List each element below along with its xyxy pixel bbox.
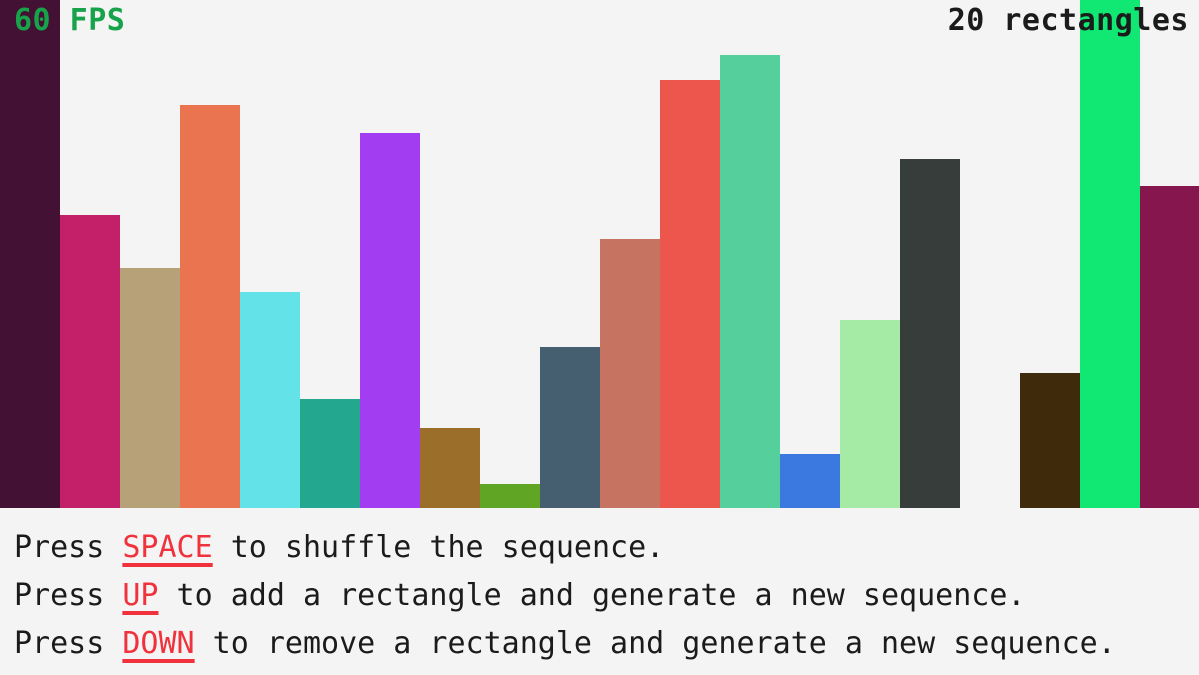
- instruction-line: Press UP to add a rectangle and generate…: [14, 572, 1199, 620]
- rectangle-canvas[interactable]: [0, 0, 1199, 508]
- rectangle-bar: [660, 80, 720, 508]
- instruction-suffix: to add a rectangle and generate a new se…: [158, 578, 1026, 613]
- rectangle-bar: [360, 133, 420, 508]
- rectangle-bar: [840, 320, 900, 508]
- instruction-suffix: to shuffle the sequence.: [212, 530, 665, 565]
- rectangle-count-label: 20 rectangles: [947, 3, 1189, 38]
- rectangle-bar: [540, 347, 600, 508]
- rectangle-bar: [420, 428, 480, 508]
- rectangle-bar: [720, 55, 780, 508]
- rectangle-bar: [300, 399, 360, 508]
- instruction-prefix: Press: [14, 530, 123, 565]
- rectangle-bar: [780, 454, 840, 508]
- rectangle-bar: [180, 105, 240, 508]
- key-space[interactable]: SPACE: [122, 530, 213, 565]
- rectangle-bar: [120, 268, 180, 508]
- fps-counter: 60 FPS: [14, 3, 126, 38]
- instructions-panel: Press SPACE to shuffle the sequence. Pres…: [0, 508, 1199, 675]
- instruction-prefix: Press: [14, 626, 123, 661]
- rectangle-bar: [1020, 373, 1080, 508]
- rectangle-bar: [900, 159, 960, 508]
- rectangle-bar: [240, 292, 300, 508]
- key-down[interactable]: DOWN: [122, 626, 195, 661]
- instruction-line: Press SPACE to shuffle the sequence.: [14, 524, 1199, 572]
- rectangle-bar: [480, 484, 540, 508]
- rectangle-bar: [1140, 186, 1199, 508]
- instruction-prefix: Press: [14, 578, 123, 613]
- instruction-suffix: to remove a rectangle and generate a new…: [194, 626, 1116, 661]
- rectangle-bar: [600, 239, 660, 508]
- key-up[interactable]: UP: [122, 578, 159, 613]
- rectangle-bar: [0, 0, 60, 508]
- instruction-line: Press DOWN to remove a rectangle and gen…: [14, 620, 1199, 668]
- rectangle-bar: [1080, 0, 1140, 508]
- rectangle-bar: [60, 215, 120, 508]
